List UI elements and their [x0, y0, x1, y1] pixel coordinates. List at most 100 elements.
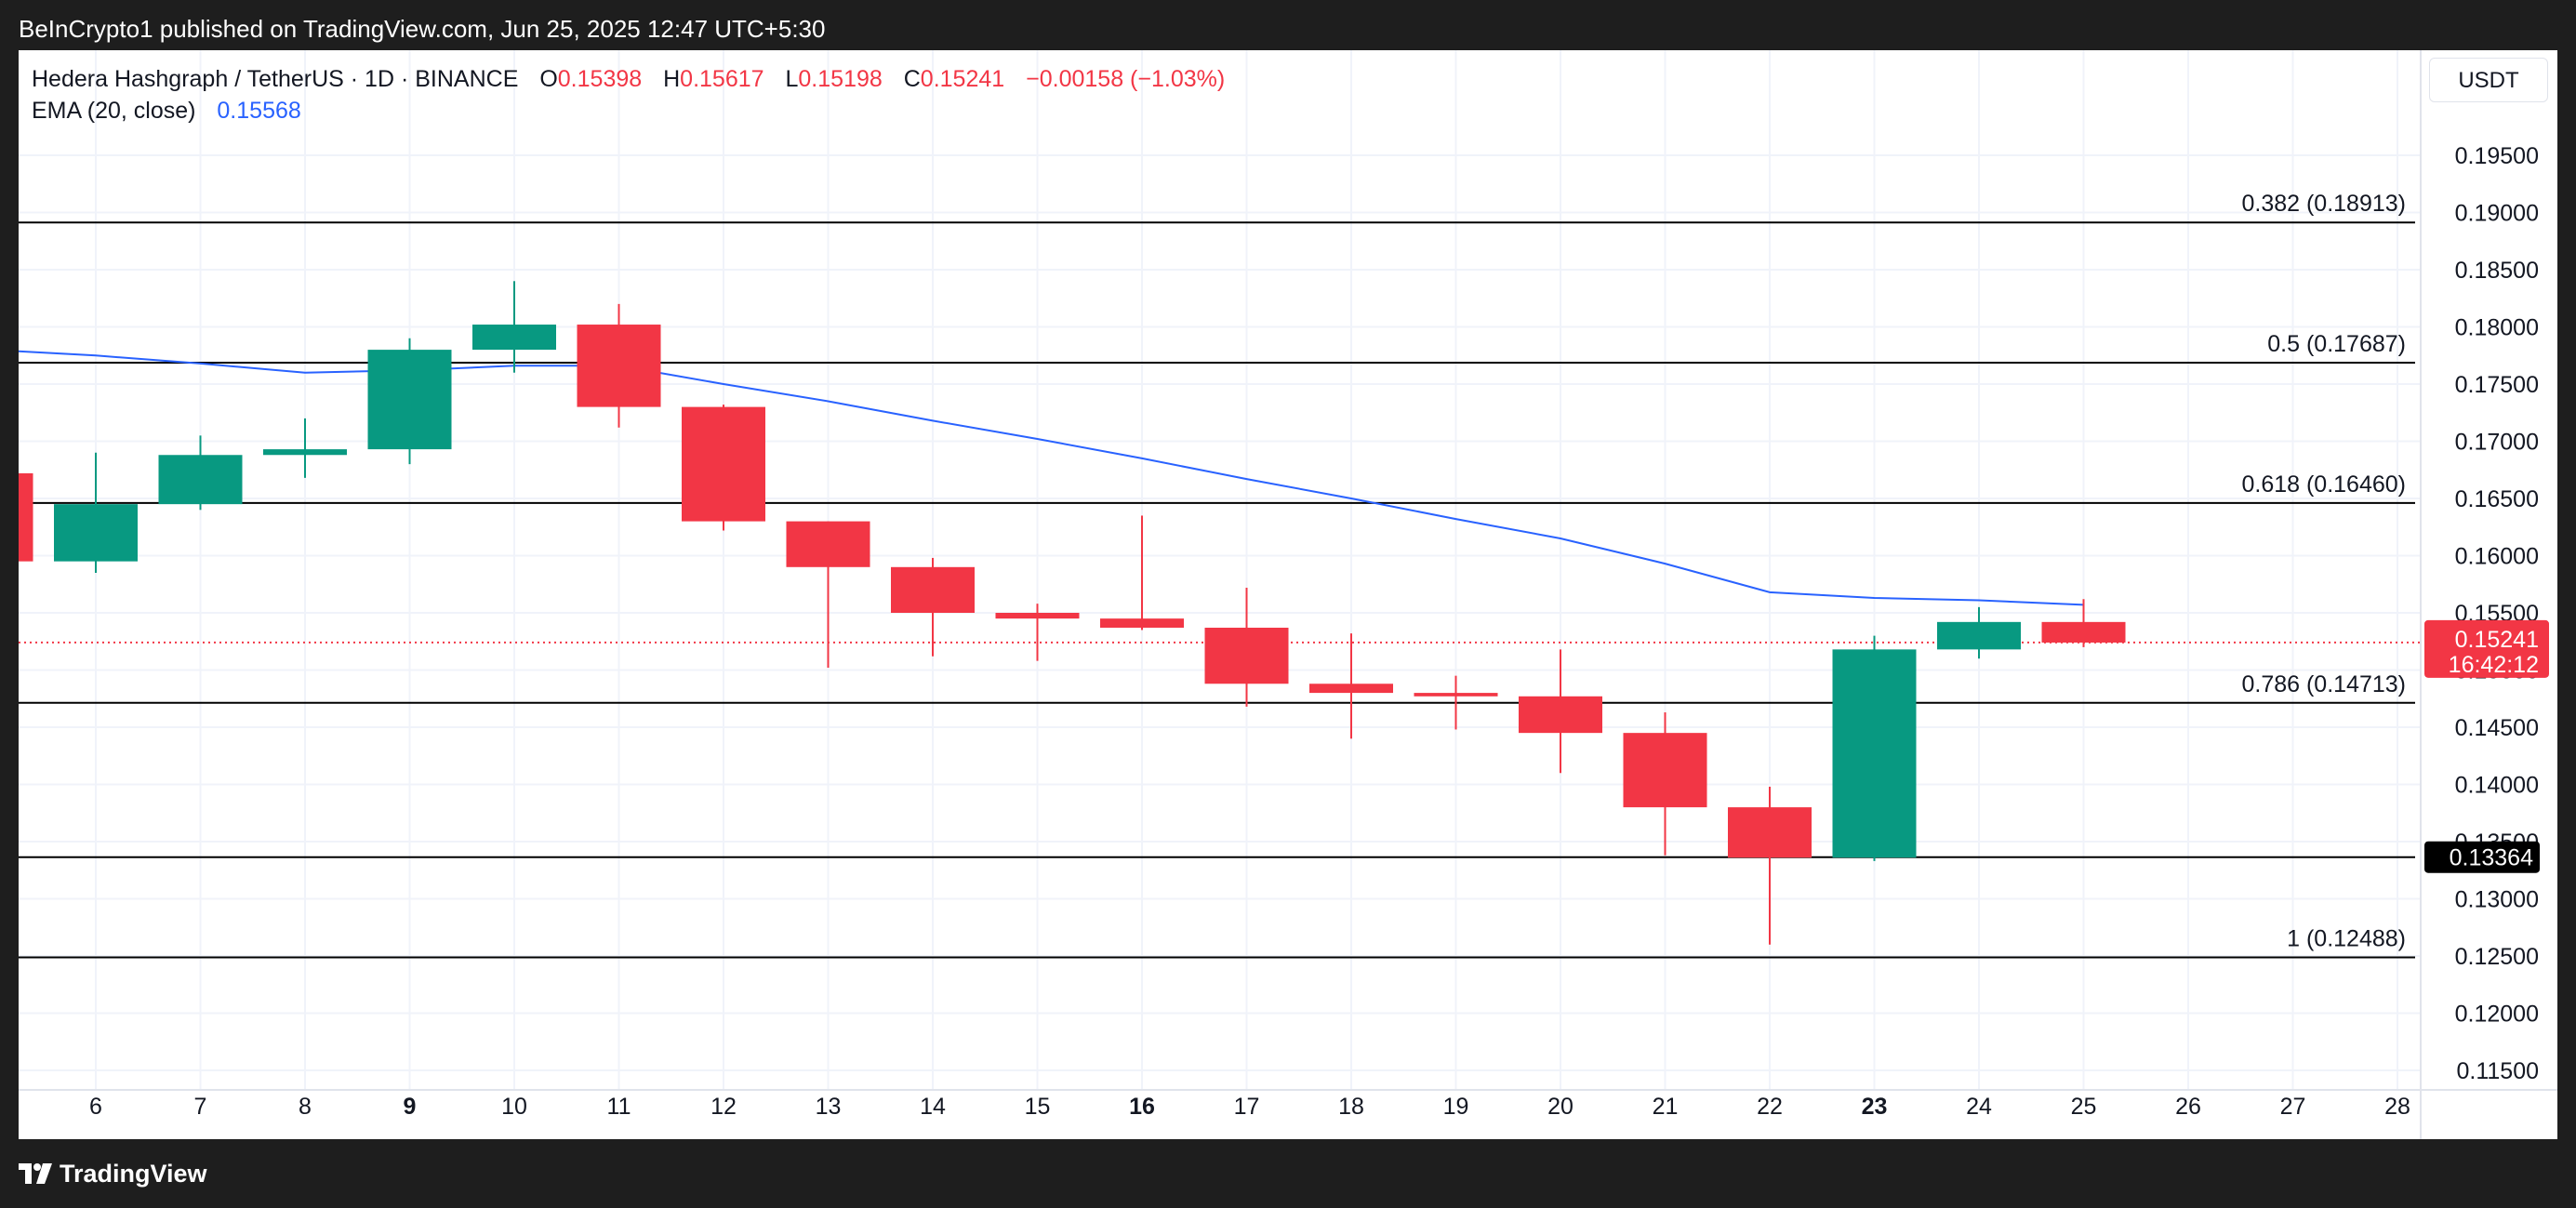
- chart-panel[interactable]: 0.382 (0.18913) 0.5 (0.17687) 0.618 (0.164…: [19, 50, 2557, 1139]
- candle-body: [682, 406, 765, 522]
- ema-line: [19, 350, 2084, 606]
- x-tick-label: 10: [501, 1094, 527, 1120]
- candle-body: [891, 566, 975, 613]
- ema-label[interactable]: EMA (20, close): [32, 98, 196, 124]
- y-tick-label: 0.14000: [2455, 773, 2539, 799]
- candle-body: [1728, 807, 1812, 858]
- fib-level-label: 1 (0.12488): [2287, 925, 2406, 951]
- chart-svg[interactable]: 0.382 (0.18913) 0.5 (0.17687) 0.618 (0.164…: [19, 50, 2557, 1139]
- x-tick-label: 27: [2280, 1094, 2306, 1120]
- candle-body: [1204, 627, 1289, 684]
- candle: [891, 557, 975, 657]
- y-tick-label: 0.16500: [2455, 486, 2539, 512]
- x-tick-label: 12: [710, 1094, 737, 1120]
- chart-legend: Hedera Hashgraph / TetherUS · 1D · BINAN…: [32, 63, 1225, 126]
- x-tick-label: 21: [1653, 1094, 1679, 1120]
- currency-button[interactable]: USDT: [2429, 58, 2548, 102]
- publisher-text: BeInCrypto1 published on TradingView.com…: [19, 15, 826, 43]
- y-tick-label: 0.12000: [2455, 1002, 2539, 1028]
- fib-level-label: 0.382 (0.18913): [2241, 191, 2406, 217]
- candle: [577, 303, 661, 428]
- candle: [1309, 633, 1393, 739]
- fib-level-label: 0.5 (0.17687): [2267, 331, 2406, 357]
- footer-brand[interactable]: TradingView: [60, 1160, 207, 1188]
- candle: [1414, 675, 1498, 730]
- high-value: 0.15617: [680, 66, 764, 92]
- x-tick-label: 7: [194, 1094, 207, 1120]
- x-tick-label: 26: [2175, 1094, 2201, 1120]
- symbol-name[interactable]: Hedera Hashgraph / TetherUS · 1D · BINAN…: [32, 66, 519, 92]
- candle-countdown: 16:42:12: [2449, 652, 2539, 678]
- x-tick-label: 6: [89, 1094, 102, 1120]
- x-tick-label: 19: [1443, 1094, 1469, 1120]
- y-tick-label: 0.14500: [2455, 715, 2539, 741]
- candle-body: [2041, 621, 2126, 643]
- y-tick-label: 0.17500: [2455, 372, 2539, 398]
- low-label: L: [785, 66, 799, 92]
- candle: [995, 604, 1080, 661]
- candle: [1100, 515, 1184, 631]
- candle: [158, 435, 243, 511]
- y-tick-label: 0.16000: [2455, 544, 2539, 570]
- x-tick-label: 14: [920, 1094, 946, 1120]
- x-tick-label: 28: [2384, 1094, 2410, 1120]
- candle: [1937, 606, 2021, 659]
- change-value: −0.00158 (−1.03%): [1026, 66, 1226, 92]
- candle-body: [1832, 649, 1917, 858]
- candle-body: [1309, 684, 1393, 694]
- x-tick-label: 9: [404, 1094, 417, 1120]
- y-tick-label: 0.13000: [2455, 887, 2539, 913]
- close-label: C: [903, 66, 921, 92]
- candle: [19, 472, 33, 562]
- x-tick-label: 15: [1025, 1094, 1051, 1120]
- x-tick-label: 18: [1338, 1094, 1364, 1120]
- candle: [1519, 649, 1602, 774]
- x-tick-label: 20: [1547, 1094, 1573, 1120]
- ema-row: EMA (20, close) 0.15568: [32, 95, 1225, 126]
- high-label: H: [663, 66, 681, 92]
- candle: [1728, 786, 1812, 945]
- y-tick-label: 0.17000: [2455, 430, 2539, 456]
- candle-body: [577, 325, 661, 407]
- candle: [2041, 599, 2126, 647]
- support-level-label: 0.13364: [2450, 845, 2533, 871]
- tradingview-logo-icon: [19, 1163, 52, 1184]
- support-level-badge: [2424, 841, 2540, 873]
- y-tick-label: 0.19500: [2455, 143, 2539, 169]
- footer-bar: TradingView: [0, 1139, 2576, 1205]
- ema-value: 0.15568: [217, 98, 301, 124]
- close-value: 0.15241: [920, 66, 1005, 92]
- low-value: 0.15198: [798, 66, 883, 92]
- last-price-label: 0.15241: [2455, 627, 2539, 653]
- candle: [263, 418, 347, 478]
- last-price-badge: [2424, 619, 2549, 678]
- x-tick-label: 22: [1757, 1094, 1783, 1120]
- x-tick-label: 23: [1862, 1094, 1888, 1120]
- y-tick-label: 0.18500: [2455, 258, 2539, 284]
- candle-body: [158, 455, 243, 505]
- candle: [786, 521, 870, 669]
- y-tick-label: 0.18000: [2455, 315, 2539, 341]
- candle-body: [1414, 693, 1498, 697]
- x-tick-label: 13: [816, 1094, 842, 1120]
- x-tick-label: 16: [1129, 1094, 1155, 1120]
- open-value: 0.15398: [557, 66, 643, 92]
- fib-level-label: 0.618 (0.16460): [2241, 471, 2406, 498]
- candle-body: [19, 472, 33, 562]
- candle-body: [1937, 621, 2021, 650]
- candle: [367, 338, 452, 465]
- candle-body: [54, 504, 138, 562]
- candle: [472, 281, 556, 373]
- x-tick-label: 8: [299, 1094, 312, 1120]
- candle-body: [1100, 618, 1184, 628]
- candle: [1623, 712, 1707, 856]
- candle: [54, 452, 138, 573]
- y-tick-label: 0.11500: [2456, 1058, 2539, 1084]
- fib-level-label: 0.786 (0.14713): [2241, 671, 2406, 697]
- candle: [1204, 587, 1289, 707]
- candle-body: [1519, 696, 1602, 734]
- x-tick-label: 24: [1966, 1094, 1992, 1120]
- candle-body: [1623, 733, 1707, 808]
- candle-body: [786, 521, 870, 567]
- candle-body: [367, 350, 452, 450]
